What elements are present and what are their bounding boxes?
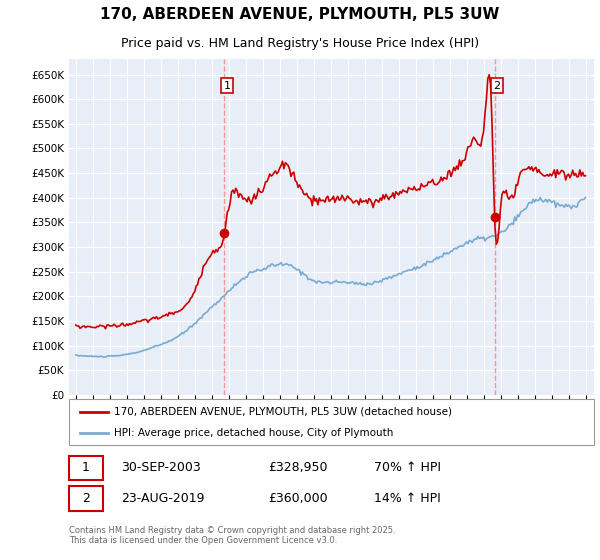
- Text: 170, ABERDEEN AVENUE, PLYMOUTH, PL5 3UW: 170, ABERDEEN AVENUE, PLYMOUTH, PL5 3UW: [100, 7, 500, 22]
- Text: 14% ↑ HPI: 14% ↑ HPI: [373, 492, 440, 505]
- Text: 1: 1: [82, 461, 90, 474]
- Text: 30-SEP-2003: 30-SEP-2003: [121, 461, 201, 474]
- FancyBboxPatch shape: [69, 399, 594, 445]
- Text: 170, ABERDEEN AVENUE, PLYMOUTH, PL5 3UW (detached house): 170, ABERDEEN AVENUE, PLYMOUTH, PL5 3UW …: [113, 407, 452, 417]
- FancyBboxPatch shape: [69, 487, 103, 511]
- Text: HPI: Average price, detached house, City of Plymouth: HPI: Average price, detached house, City…: [113, 428, 393, 438]
- Text: £328,950: £328,950: [269, 461, 328, 474]
- Text: 70% ↑ HPI: 70% ↑ HPI: [373, 461, 440, 474]
- Text: £360,000: £360,000: [269, 492, 328, 505]
- Text: Contains HM Land Registry data © Crown copyright and database right 2025.
This d: Contains HM Land Registry data © Crown c…: [69, 526, 395, 545]
- Text: 2: 2: [494, 81, 501, 91]
- Text: 2: 2: [82, 492, 90, 505]
- Text: 23-AUG-2019: 23-AUG-2019: [121, 492, 205, 505]
- Text: Price paid vs. HM Land Registry's House Price Index (HPI): Price paid vs. HM Land Registry's House …: [121, 37, 479, 50]
- Text: 1: 1: [224, 81, 230, 91]
- FancyBboxPatch shape: [69, 455, 103, 480]
